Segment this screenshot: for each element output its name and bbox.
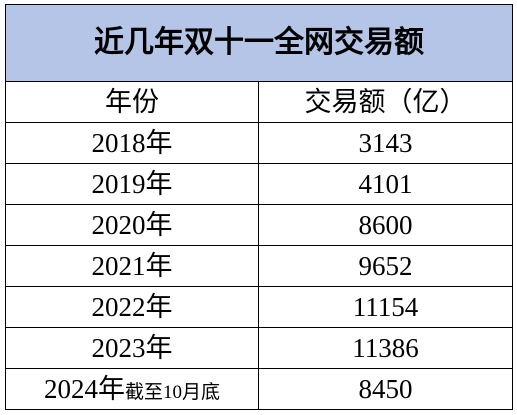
table-cell: 9652 [258,245,513,287]
table-body: 2018年 3143 2019年 4101 2020年 8600 2021年 9652 2022… [5,122,513,410]
column-header: 交易额（亿） [258,81,513,123]
table-row: 2023年 11386 [5,327,513,369]
table-cell: 8450 [258,368,513,410]
table-row: 2021年 9652 [5,245,513,287]
table-cell: 11154 [258,286,513,328]
table-cell: 4101 [258,163,513,205]
table-cell: 8600 [258,204,513,246]
table-cell: 2024年截至10月底 [5,368,259,410]
title-row: 近几年双十一全网交易额 [5,4,513,82]
table-row: 2024年截至10月底 8450 [5,368,513,410]
table-cell: 3143 [258,122,513,164]
header-row: 年份 交易额（亿） [5,81,513,123]
table-cell: 2021年 [5,245,259,287]
table-cell: 2022年 [5,286,259,328]
table-row: 2020年 8600 [5,204,513,246]
table-row: 2018年 3143 [5,122,513,164]
table-title: 近几年双十一全网交易额 [5,4,513,82]
table-cell: 2018年 [5,122,259,164]
table-cell: 2023年 [5,327,259,369]
table-row: 2019年 4101 [5,163,513,205]
table-cell: 2020年 [5,204,259,246]
data-table: 近几年双十一全网交易额 年份 交易额（亿） 2018年 3143 2019年 4101… [5,4,513,410]
table-cell: 11386 [258,327,513,369]
year: 2024年 [43,373,125,404]
table-row: 2022年 11154 [5,286,513,328]
note: 截至10月底 [124,381,220,403]
column-header: 年份 [5,81,259,123]
table-cell: 2019年 [5,163,259,205]
